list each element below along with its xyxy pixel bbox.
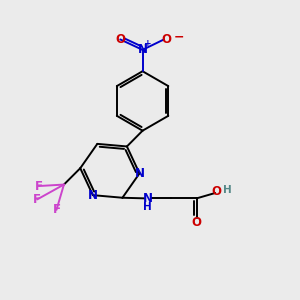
Text: N: N (88, 189, 98, 202)
Text: F: F (33, 193, 41, 206)
Text: O: O (192, 216, 202, 229)
Text: O: O (115, 33, 125, 46)
Text: O: O (212, 185, 222, 198)
Text: +: + (144, 39, 152, 48)
Text: F: F (35, 179, 43, 193)
Text: N: N (143, 192, 153, 205)
Text: H: H (143, 202, 152, 212)
Text: N: N (134, 167, 145, 180)
Text: −: − (174, 31, 185, 44)
Text: N: N (138, 43, 148, 56)
Text: O: O (161, 33, 171, 46)
Text: F: F (52, 203, 61, 216)
Text: H: H (223, 185, 232, 195)
